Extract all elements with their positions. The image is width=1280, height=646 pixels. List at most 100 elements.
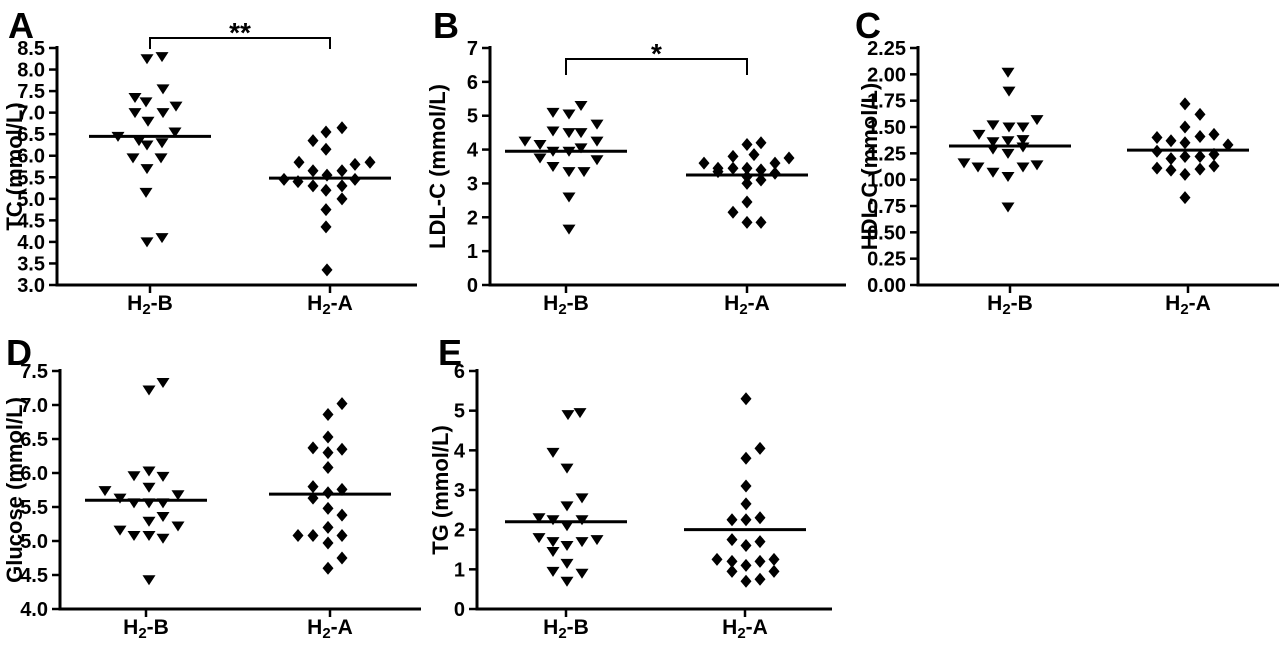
y-tick-label: 1 — [454, 559, 465, 581]
data-point — [321, 168, 333, 182]
y-tick-label: 3 — [454, 480, 465, 502]
y-tick-label: 6 — [467, 72, 478, 94]
data-point — [1165, 163, 1177, 177]
data-point — [546, 546, 560, 557]
data-point — [336, 442, 348, 456]
data-point — [741, 161, 753, 175]
panel-letter: C — [855, 5, 881, 46]
data-point — [561, 410, 575, 421]
data-point — [98, 486, 112, 497]
data-point — [156, 108, 170, 119]
y-tick-label: 6.0 — [17, 146, 45, 168]
panel-letter: A — [8, 5, 34, 46]
data-point — [155, 233, 169, 244]
data-point — [560, 558, 574, 569]
data-point — [560, 501, 574, 512]
data-point — [1001, 136, 1015, 147]
data-point — [139, 187, 153, 198]
data-point — [142, 482, 156, 493]
data-point — [320, 183, 332, 197]
data-point — [322, 446, 334, 460]
data-point — [1151, 161, 1163, 175]
data-point — [560, 521, 574, 532]
y-tick-label: 1.75 — [867, 91, 906, 113]
data-point — [1030, 115, 1044, 126]
data-point — [171, 490, 185, 501]
panel-letter: B — [433, 5, 459, 46]
y-axis-title: HDL-C (mmol/L) — [857, 83, 882, 250]
y-tick-label: 3.0 — [17, 275, 45, 297]
y-tick-label: 6.0 — [20, 463, 48, 485]
data-point — [142, 466, 156, 477]
data-point — [590, 155, 604, 166]
data-point — [698, 156, 710, 170]
data-point — [590, 119, 604, 130]
y-tick-label: 1 — [467, 241, 478, 263]
data-point — [740, 497, 752, 511]
panel-plot: E TG (mmol/L) 0 1 2 3 4 5 6 H2-B H2-A — [428, 332, 832, 642]
data-point — [1179, 136, 1191, 150]
data-point — [560, 576, 574, 587]
data-point — [1179, 120, 1191, 134]
data-point — [156, 471, 170, 482]
y-tick-label: 6.5 — [17, 124, 45, 146]
y-tick-label: 0.00 — [867, 275, 906, 297]
data-point — [322, 501, 334, 515]
y-tick-label: 1.25 — [867, 143, 906, 165]
data-point — [1016, 142, 1030, 153]
y-axis-title: TG (mmol/L) — [428, 425, 453, 555]
data-point — [1016, 135, 1030, 146]
data-point — [169, 101, 183, 112]
panel-letter: D — [6, 332, 32, 373]
data-point — [727, 149, 739, 163]
group-label: H2-A — [307, 292, 353, 318]
data-point — [349, 157, 361, 171]
y-tick-label: 8.5 — [17, 38, 45, 60]
data-point — [560, 541, 574, 552]
data-point — [711, 552, 723, 566]
panel-plot: B LDL-C (mmol/L) 0 1 2 3 4 5 6 7 H2-B H2-A * — [425, 5, 846, 318]
data-point — [726, 513, 738, 527]
panel-a: A TC (mmol/L) 3.0 3.5 4.0 4.5 5.0 5.5 6.0 6.5 7.0 7… — [0, 0, 430, 325]
data-point — [322, 430, 334, 444]
data-point — [140, 237, 154, 248]
data-point — [575, 493, 589, 504]
data-point — [142, 575, 156, 586]
data-point — [727, 161, 739, 175]
y-tick-label: 0 — [467, 275, 478, 297]
data-point — [321, 263, 333, 277]
data-point — [1151, 131, 1163, 145]
data-point — [740, 539, 752, 553]
data-point — [336, 121, 348, 135]
data-point — [141, 116, 155, 127]
data-point — [546, 566, 560, 577]
data-point — [307, 134, 319, 148]
data-point — [754, 554, 766, 568]
data-point — [562, 224, 576, 235]
data-point — [741, 137, 753, 151]
y-tick-label: 2 — [467, 207, 478, 229]
data-point — [1179, 97, 1191, 111]
data-point — [754, 535, 766, 549]
significance-label: ** — [229, 17, 251, 48]
y-tick-label: 4.0 — [20, 599, 48, 621]
data-point — [768, 552, 780, 566]
data-point — [336, 179, 348, 193]
data-point — [740, 513, 752, 527]
data-point — [755, 163, 767, 177]
data-point — [546, 107, 560, 118]
group-label: H2-A — [1165, 292, 1211, 318]
group-label: H2-B — [543, 616, 589, 641]
panel-e: E TG (mmol/L) 0 1 2 3 4 5 6 H2-B H2-A — [420, 320, 850, 646]
data-point — [322, 520, 334, 534]
data-point — [754, 572, 766, 586]
data-point — [1001, 67, 1015, 78]
y-tick-label: 2.00 — [867, 64, 906, 86]
data-point — [1222, 138, 1234, 152]
data-point — [307, 441, 319, 455]
data-point — [1001, 148, 1015, 159]
y-tick-label: 1.00 — [867, 170, 906, 192]
data-point — [546, 126, 560, 137]
data-point — [575, 537, 589, 548]
y-tick-label: 4.5 — [17, 210, 45, 232]
